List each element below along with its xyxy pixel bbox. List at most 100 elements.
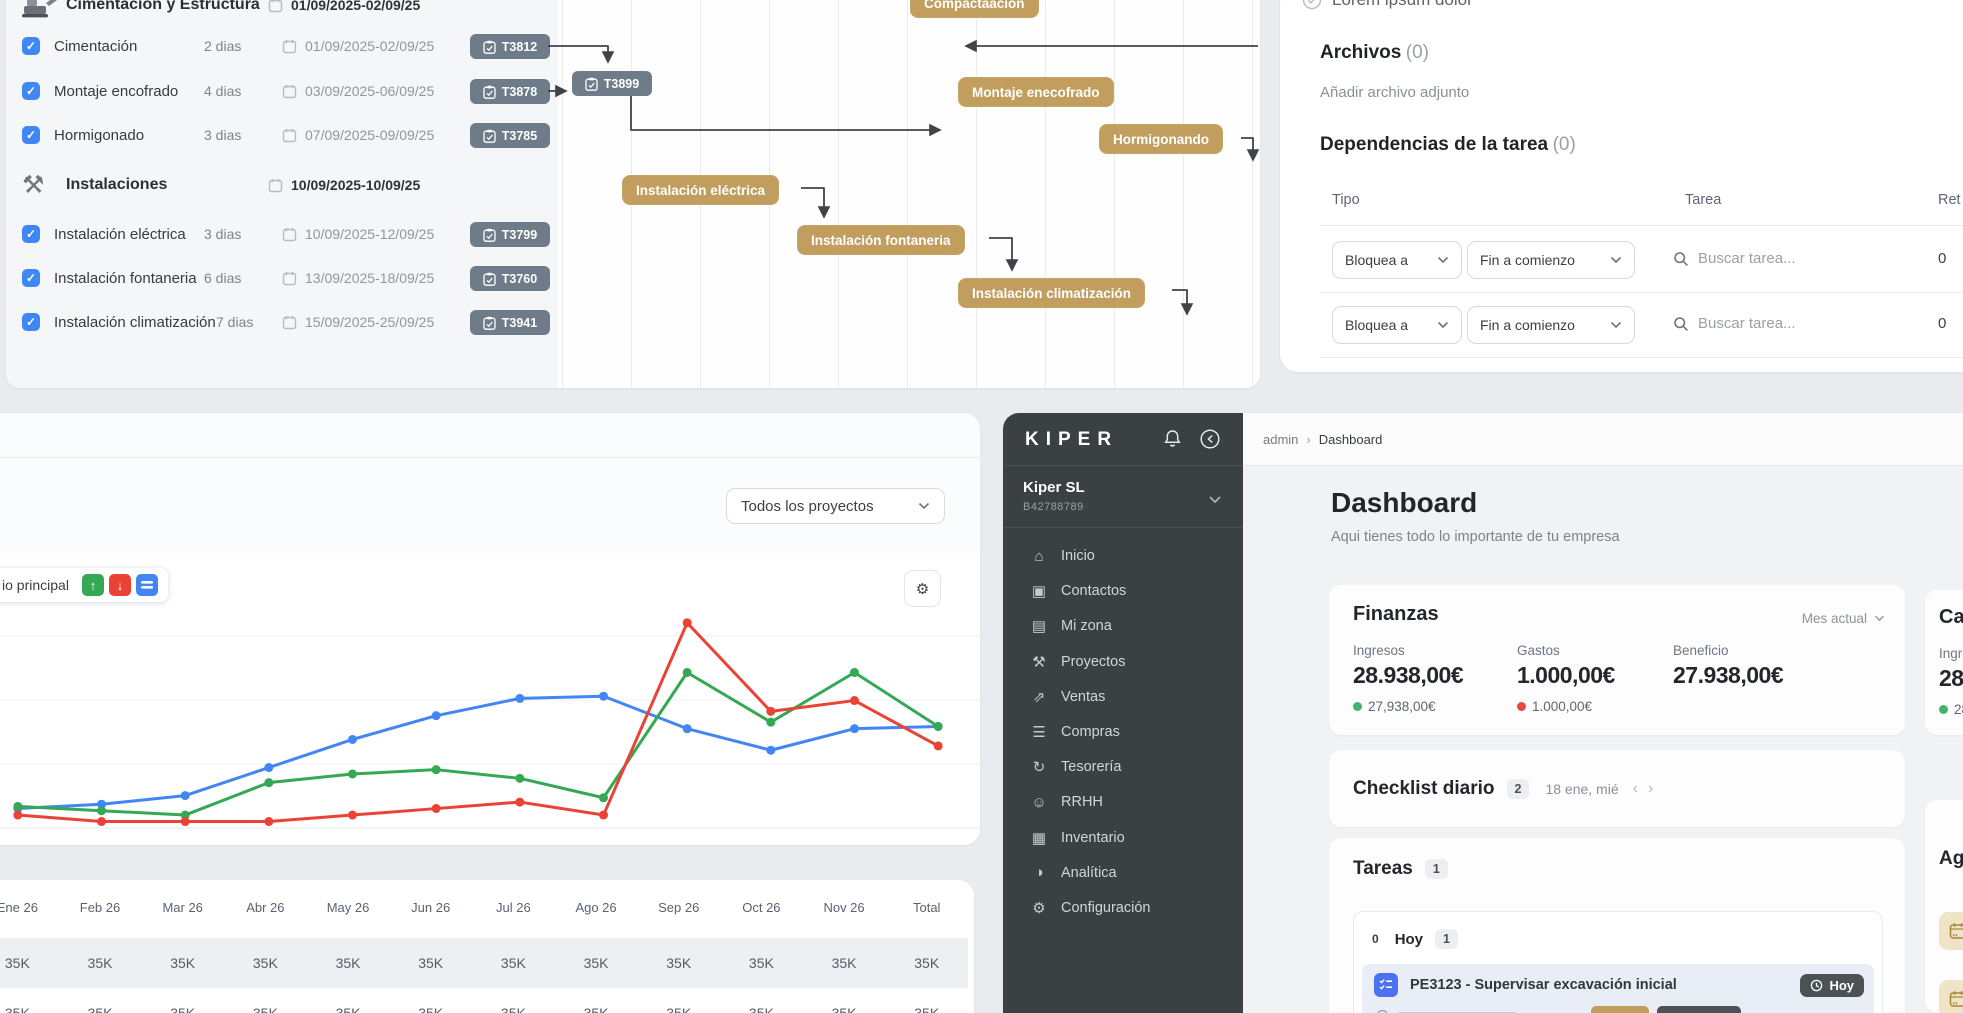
search-placeholder: Buscar tarea... [1698, 250, 1796, 267]
projects-filter-select[interactable]: Todos los proyectos [726, 488, 945, 524]
chart-settings-button[interactable]: ⚙ [904, 570, 941, 607]
delay-value[interactable]: 0 [1938, 315, 1947, 332]
sidebar-item-contactos[interactable]: ▣ Contactos [1015, 576, 1231, 606]
chart-point-serie-roja [97, 817, 106, 827]
stat-value: 27.938,00€ [1673, 662, 1784, 688]
sidebar-item-mi-zona[interactable]: ▤ Mi zona [1015, 611, 1231, 641]
gantt-bar-climatizacion[interactable]: Instalación climatización [958, 278, 1146, 308]
sidebar-item-label: Compras [1061, 724, 1120, 740]
checkbox-checked[interactable]: ✓ [22, 313, 40, 331]
task-label: Instalación climatización [54, 313, 216, 331]
add-attachment-link[interactable]: Añadir archivo adjunto [1320, 84, 1470, 101]
type-value: Bloquea a [1345, 317, 1409, 333]
breadcrumb-current[interactable]: Dashboard [1318, 431, 1383, 447]
sidebar-item-compras[interactable]: ☰ Compras [1015, 717, 1231, 747]
topbar: admin › Dashboard [1243, 413, 1963, 466]
task-id: T3799 [501, 227, 538, 242]
dependency-mode-select[interactable]: Fin a comienzo [1467, 306, 1635, 344]
archivos-heading: Archivos (0) [1320, 42, 1429, 64]
month-column-header: Ene 26 [0, 900, 38, 915]
breadcrumb-root[interactable]: admin [1263, 431, 1299, 447]
task-id-badge[interactable]: T3812 [470, 34, 550, 59]
task-item-row[interactable]: PE3123 - Supervisar excavación inicial H… [1362, 964, 1874, 1013]
agenda-calendar-icon[interactable] [1939, 912, 1963, 950]
task-row: ✓ Montaje encofrado 4 dias 03/09/2025-06… [22, 74, 558, 108]
checkbox-checked[interactable]: ✓ [22, 126, 40, 144]
task-id-badge[interactable]: T3941 [470, 310, 550, 335]
lines-icon[interactable] [135, 574, 158, 596]
month-value-cell: 35K [831, 1005, 857, 1013]
kiper-app-panel: KIPER Kiper SL B42788789 ⌂ Inicio ▣ Contact… [1003, 413, 1963, 1013]
task-duration: 3 dias [204, 127, 242, 143]
task-id-badge[interactable]: T3899 [572, 71, 652, 96]
gantt-bar-electrica[interactable]: Instalación eléctrica [622, 175, 780, 205]
sidebar-item-tesorería[interactable]: ↻ Tesorería [1015, 752, 1231, 782]
arrow-up-icon[interactable]: ↑ [81, 574, 104, 596]
task-search-input[interactable]: Buscar tarea... [1673, 250, 1796, 267]
chart-point-serie-azul [515, 693, 525, 703]
red-dot [1517, 702, 1526, 711]
task-search-input[interactable]: Buscar tarea... [1673, 315, 1796, 332]
task-id-badge[interactable]: T3785 [470, 123, 550, 148]
tareas-group-box: 0 Hoy 1 PE3123 - Supervisar excavación i… [1353, 911, 1883, 1013]
tools-icon: ⚒ [22, 171, 45, 199]
checklist-item-text: Lorem ipsum dolor [1332, 0, 1473, 10]
delay-value[interactable]: 0 [1938, 250, 1947, 267]
calendar-icon [282, 315, 298, 330]
chart-point-serie-verde [97, 806, 106, 816]
task-id-badge[interactable]: T3799 [470, 222, 550, 247]
task-title: PE3123 - Supervisar excavación inicial [1410, 977, 1677, 993]
sidebar-item-ventas[interactable]: ⇗ Ventas [1015, 682, 1231, 712]
cash-card: Cas Ingre 28. 28, [1925, 590, 1963, 735]
gantt-bar-montaje[interactable]: Montaje enecofrado [958, 77, 1114, 107]
task-id-badge[interactable]: T3760 [470, 266, 550, 291]
checkbox-checked[interactable]: ✓ [22, 82, 40, 100]
dependency-type-select[interactable]: Bloquea a [1332, 241, 1462, 279]
month-value-cell: 35K [4, 955, 30, 971]
chart-point-serie-azul [431, 711, 441, 721]
chart-point-serie-roja [682, 618, 692, 628]
chart-point-serie-roja [348, 810, 357, 820]
arrow-down-icon[interactable]: ↓ [108, 574, 131, 596]
chart-point-serie-roja [431, 804, 441, 814]
hoy-group-row[interactable]: 0 Hoy 1 [1354, 924, 1882, 954]
sidebar-item-inventario[interactable]: ▦ Inventario [1015, 823, 1231, 853]
sidebar-item-analítica[interactable]: ◑ Analítica [1015, 858, 1231, 888]
company-name[interactable]: Kiper SL [1023, 479, 1085, 496]
collapse-sidebar-icon[interactable] [1199, 428, 1221, 455]
sidebar-item-proyectos[interactable]: ⚒ Proyectos [1015, 647, 1231, 677]
sidebar-item-inicio[interactable]: ⌂ Inicio [1015, 541, 1231, 571]
chart-line-serie-verde [17, 670, 939, 817]
sidebar-item-rrhh[interactable]: ☺ RRHH [1015, 787, 1231, 817]
dependencias-heading: Dependencias de la tarea (0) [1320, 134, 1576, 156]
due-label: Hoy [1829, 977, 1854, 993]
gantt-bar-fontaneria[interactable]: Instalación fontaneria [797, 225, 965, 255]
clock-icon [1811, 979, 1823, 991]
dependency-type-select[interactable]: Bloquea a [1332, 306, 1462, 344]
task-id-badge[interactable]: T3878 [470, 79, 550, 104]
stat-label: Ingre [1939, 646, 1963, 661]
gantt-bar-hormigonando[interactable]: Hormigonando [1099, 124, 1223, 154]
sidebar-item-label: Ventas [1061, 688, 1106, 705]
period-select[interactable]: Mes actual [1802, 611, 1885, 626]
month-column-header: Abr 26 [246, 900, 285, 915]
bell-icon[interactable] [1163, 429, 1182, 454]
chevron-down-icon [918, 502, 930, 510]
chart-point-serie-verde [431, 765, 441, 775]
task-row: ✓ Instalación fontaneria 6 dias 13/09/20… [22, 261, 558, 295]
sidebar-item-label: Inicio [1061, 548, 1095, 564]
next-day-button[interactable]: › [1647, 779, 1654, 797]
chevron-down-icon[interactable] [1208, 491, 1222, 509]
dependency-mode-select[interactable]: Fin a comienzo [1467, 241, 1635, 279]
task-id: T3812 [501, 39, 538, 54]
prev-day-button[interactable]: ‹ [1632, 779, 1638, 797]
checkbox-checked[interactable]: ✓ [22, 269, 40, 287]
agenda-calendar-icon[interactable] [1939, 980, 1963, 1013]
checkbox-checked[interactable]: ✓ [22, 37, 40, 55]
gantt-bar-compactacion[interactable]: Compactaación [910, 0, 1039, 18]
months-table-panel: Ene 26 Feb 26 Mar 26 Abr 26 May 26 Jun 26 Jul … [0, 880, 974, 1013]
checkbox-checked[interactable]: ✓ [22, 225, 40, 243]
checklist-item-row: Lorem ipsum dolor [1302, 0, 1473, 10]
sidebar-item-configuración[interactable]: ⚙ Configuración [1015, 893, 1231, 923]
task-details-panel: Lorem ipsum dolor Archivos (0) Añadir ar… [1280, 0, 1963, 372]
